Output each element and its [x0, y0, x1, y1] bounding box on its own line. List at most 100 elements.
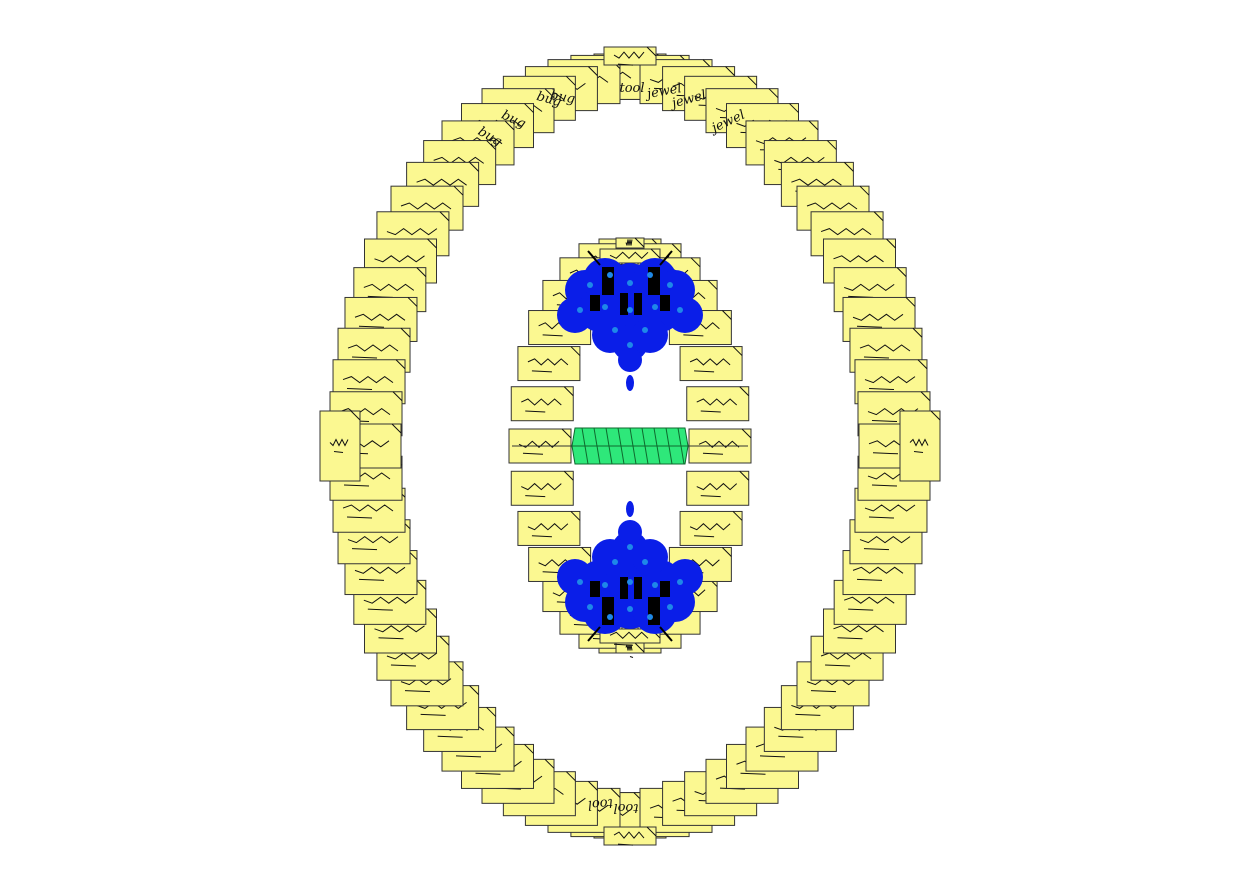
card-scribble	[342, 504, 394, 512]
beetle-spot	[677, 307, 683, 313]
card-scribble	[416, 701, 467, 710]
card-fold	[826, 140, 837, 150]
card-fold	[566, 771, 576, 782]
outer-card-ring	[319, 46, 941, 846]
card-scribble	[525, 410, 546, 413]
card-scribble	[390, 664, 416, 667]
card-fold	[566, 75, 576, 86]
beetle-body	[618, 348, 642, 372]
beetle-antenna	[659, 626, 673, 642]
card-fold	[427, 238, 437, 249]
card-fold	[722, 547, 732, 557]
card-scribble	[868, 516, 894, 519]
card-scribble	[363, 283, 415, 292]
card-scribble	[347, 535, 399, 544]
card-fold	[859, 185, 870, 196]
card-scribble	[531, 370, 552, 373]
card-fold	[917, 359, 928, 370]
card-scribble	[451, 137, 503, 145]
card-fold	[588, 781, 598, 791]
card-scribble	[518, 440, 560, 448]
card-scribble	[864, 504, 916, 512]
card-scribble	[856, 578, 883, 581]
beetle-cluster-top	[557, 250, 703, 391]
beetle-spot	[602, 582, 608, 588]
card-scribble	[363, 596, 415, 604]
card-scribble	[352, 356, 378, 359]
beetle-spot	[642, 559, 648, 565]
card-scribble	[702, 452, 724, 455]
card-scribble	[339, 407, 391, 416]
beetle-spot	[577, 307, 583, 313]
beetle-spot	[647, 272, 653, 278]
beetle-body	[618, 520, 642, 544]
card-scribble	[404, 690, 431, 693]
beetle-body	[667, 559, 703, 595]
card-fold	[707, 280, 718, 290]
beetle-spot	[627, 544, 633, 550]
card-scribble	[694, 535, 715, 538]
card-scribble	[856, 325, 883, 328]
card-fold	[671, 243, 682, 254]
card-fold	[739, 470, 750, 481]
card-fold	[650, 248, 661, 259]
card-scribble	[864, 375, 916, 384]
card-scribble	[700, 410, 721, 413]
card-scribble	[354, 313, 406, 321]
card-fold	[732, 511, 743, 521]
beetle-spot	[627, 342, 633, 348]
card-fold	[610, 788, 621, 798]
card-fold	[392, 391, 403, 402]
card-fold	[400, 327, 411, 338]
beetle-leg	[634, 577, 642, 599]
card-scribble	[617, 63, 634, 66]
card-scribble	[609, 631, 649, 639]
card-scribble	[852, 313, 904, 321]
card	[517, 346, 581, 382]
card-scribble	[437, 735, 463, 738]
card-fold	[563, 470, 574, 481]
beetle-spot	[627, 606, 633, 612]
card-fold	[544, 758, 555, 769]
beetle-spot	[607, 272, 613, 278]
card	[510, 470, 574, 506]
card-scribble	[358, 325, 385, 328]
beetle-tail	[626, 501, 634, 517]
card-scribble	[455, 755, 482, 758]
beetle-spot	[627, 280, 633, 286]
card-scribble	[617, 843, 634, 846]
card-scribble	[774, 723, 825, 731]
card-scribble	[625, 239, 633, 246]
beetle-cluster-bottom	[557, 501, 703, 642]
card-scribble	[863, 548, 889, 551]
card-scribble	[837, 637, 863, 640]
card-fold	[563, 386, 574, 397]
card-fold	[873, 211, 884, 222]
beetle-body	[632, 539, 668, 575]
card-scribble	[354, 566, 406, 574]
card-scribble	[791, 701, 842, 710]
card-scribble	[475, 772, 501, 775]
card-fold	[395, 359, 406, 370]
card-scribble	[527, 523, 569, 531]
card	[686, 470, 750, 506]
card-fold	[581, 547, 591, 557]
beetle-spot	[577, 579, 583, 585]
card-label: bug	[549, 88, 576, 107]
beetle-spot	[647, 614, 653, 620]
card-scribble	[833, 255, 884, 263]
card-fold	[391, 423, 402, 434]
card	[899, 410, 941, 482]
card-fold	[732, 346, 743, 356]
card-fold	[416, 267, 427, 277]
card-fold	[920, 391, 931, 402]
card-scribble	[863, 356, 889, 359]
card	[517, 510, 581, 546]
card-scribble	[527, 358, 569, 366]
card-scribble	[683, 334, 704, 337]
card-scribble	[352, 548, 378, 551]
card-fold	[747, 75, 757, 86]
card-fold	[768, 88, 779, 99]
card-fold	[427, 608, 437, 619]
card	[319, 410, 361, 482]
